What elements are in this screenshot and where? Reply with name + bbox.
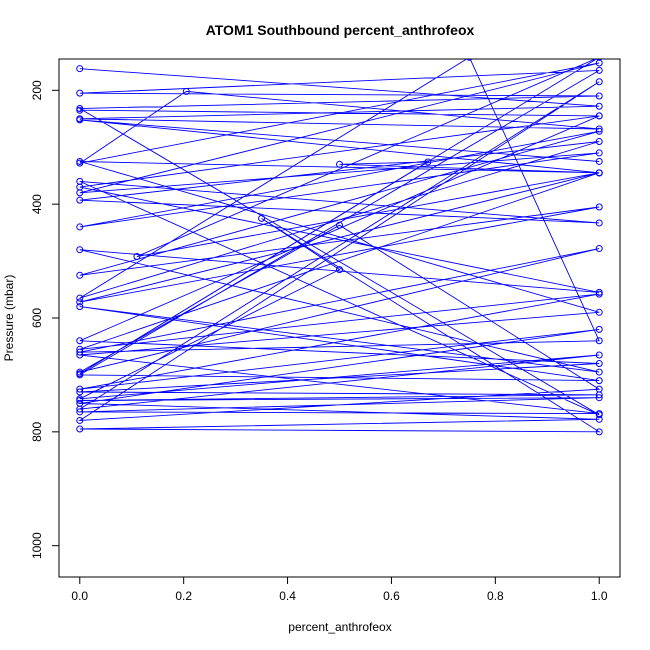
- data-point: [76, 223, 84, 231]
- data-point: [76, 303, 84, 311]
- data-point: [76, 106, 84, 114]
- data-point: [76, 405, 84, 413]
- data-point: [76, 425, 84, 433]
- data-point: [466, 59, 473, 61]
- data-point: [595, 391, 603, 399]
- y-tick-label: 400: [30, 194, 44, 214]
- x-axis-label: percent_anthrofeox: [288, 620, 391, 634]
- data-point: [76, 89, 84, 97]
- x-tick-label: 1.0: [591, 589, 608, 603]
- data-point: [595, 394, 603, 402]
- data-point: [336, 160, 343, 168]
- y-tick-label: 200: [30, 80, 44, 100]
- data-point: [76, 408, 84, 416]
- y-axis: 200 400 600 800 1000: [30, 80, 60, 559]
- data-point: [182, 87, 190, 95]
- data-point: [76, 351, 84, 359]
- plot-area: [76, 59, 603, 436]
- data-point: [595, 337, 603, 345]
- data-point: [595, 92, 603, 100]
- data-point: [76, 116, 84, 124]
- data-point: [595, 245, 603, 253]
- data-point: [595, 428, 603, 436]
- data-point: [336, 266, 343, 274]
- data-point: [258, 214, 266, 222]
- data-point: [76, 271, 84, 279]
- data-point: [595, 368, 603, 376]
- data-point: [76, 337, 84, 345]
- data-point: [595, 308, 603, 316]
- data-point: [595, 149, 603, 157]
- data-point: [595, 127, 603, 135]
- data-point: [76, 183, 84, 191]
- data-point: [76, 196, 84, 204]
- data-point: [76, 348, 84, 356]
- data-point: [76, 294, 84, 302]
- series-group: [76, 59, 603, 436]
- x-tick-label: 0.4: [279, 589, 296, 603]
- data-point: [595, 377, 603, 385]
- chart-title: ATOM1 Southbound percent_anthrofeox: [206, 22, 475, 38]
- data-point: [76, 246, 84, 254]
- x-tick-label: 0.6: [383, 589, 400, 603]
- data-point: [336, 221, 343, 229]
- y-axis-label: Pressure (mbar): [2, 275, 16, 362]
- data-point: [133, 253, 141, 261]
- data-point: [595, 351, 603, 359]
- data-point: [76, 368, 84, 376]
- x-tick-label: 0.0: [71, 589, 88, 603]
- data-point: [595, 157, 603, 165]
- data-point: [76, 65, 84, 73]
- data-point: [76, 385, 84, 393]
- data-point: [595, 288, 603, 296]
- data-point: [595, 125, 603, 133]
- data-point: [595, 78, 603, 86]
- x-tick-label: 0.8: [487, 589, 504, 603]
- y-tick-label: 1000: [30, 532, 44, 559]
- y-tick-label: 600: [30, 308, 44, 328]
- data-point: [424, 158, 432, 166]
- data-point: [76, 388, 84, 396]
- data-point: [76, 298, 84, 306]
- data-point: [595, 325, 603, 333]
- data-point: [595, 203, 603, 211]
- x-axis: 0.0 0.2 0.4 0.6 0.8 1.0: [71, 576, 608, 603]
- data-point: [595, 102, 603, 110]
- data-point: [76, 371, 84, 379]
- data-point: [596, 59, 603, 61]
- data-point: [595, 219, 603, 227]
- data-point: [595, 410, 603, 418]
- data-point: [595, 360, 603, 368]
- data-point: [76, 397, 84, 405]
- data-point: [76, 416, 84, 424]
- x-tick-label: 0.2: [175, 589, 192, 603]
- data-point: [595, 66, 603, 74]
- y-tick-label: 800: [30, 422, 44, 442]
- data-point: [76, 157, 84, 165]
- data-point: [595, 138, 603, 146]
- data-point: [595, 112, 603, 120]
- data-point: [595, 169, 603, 177]
